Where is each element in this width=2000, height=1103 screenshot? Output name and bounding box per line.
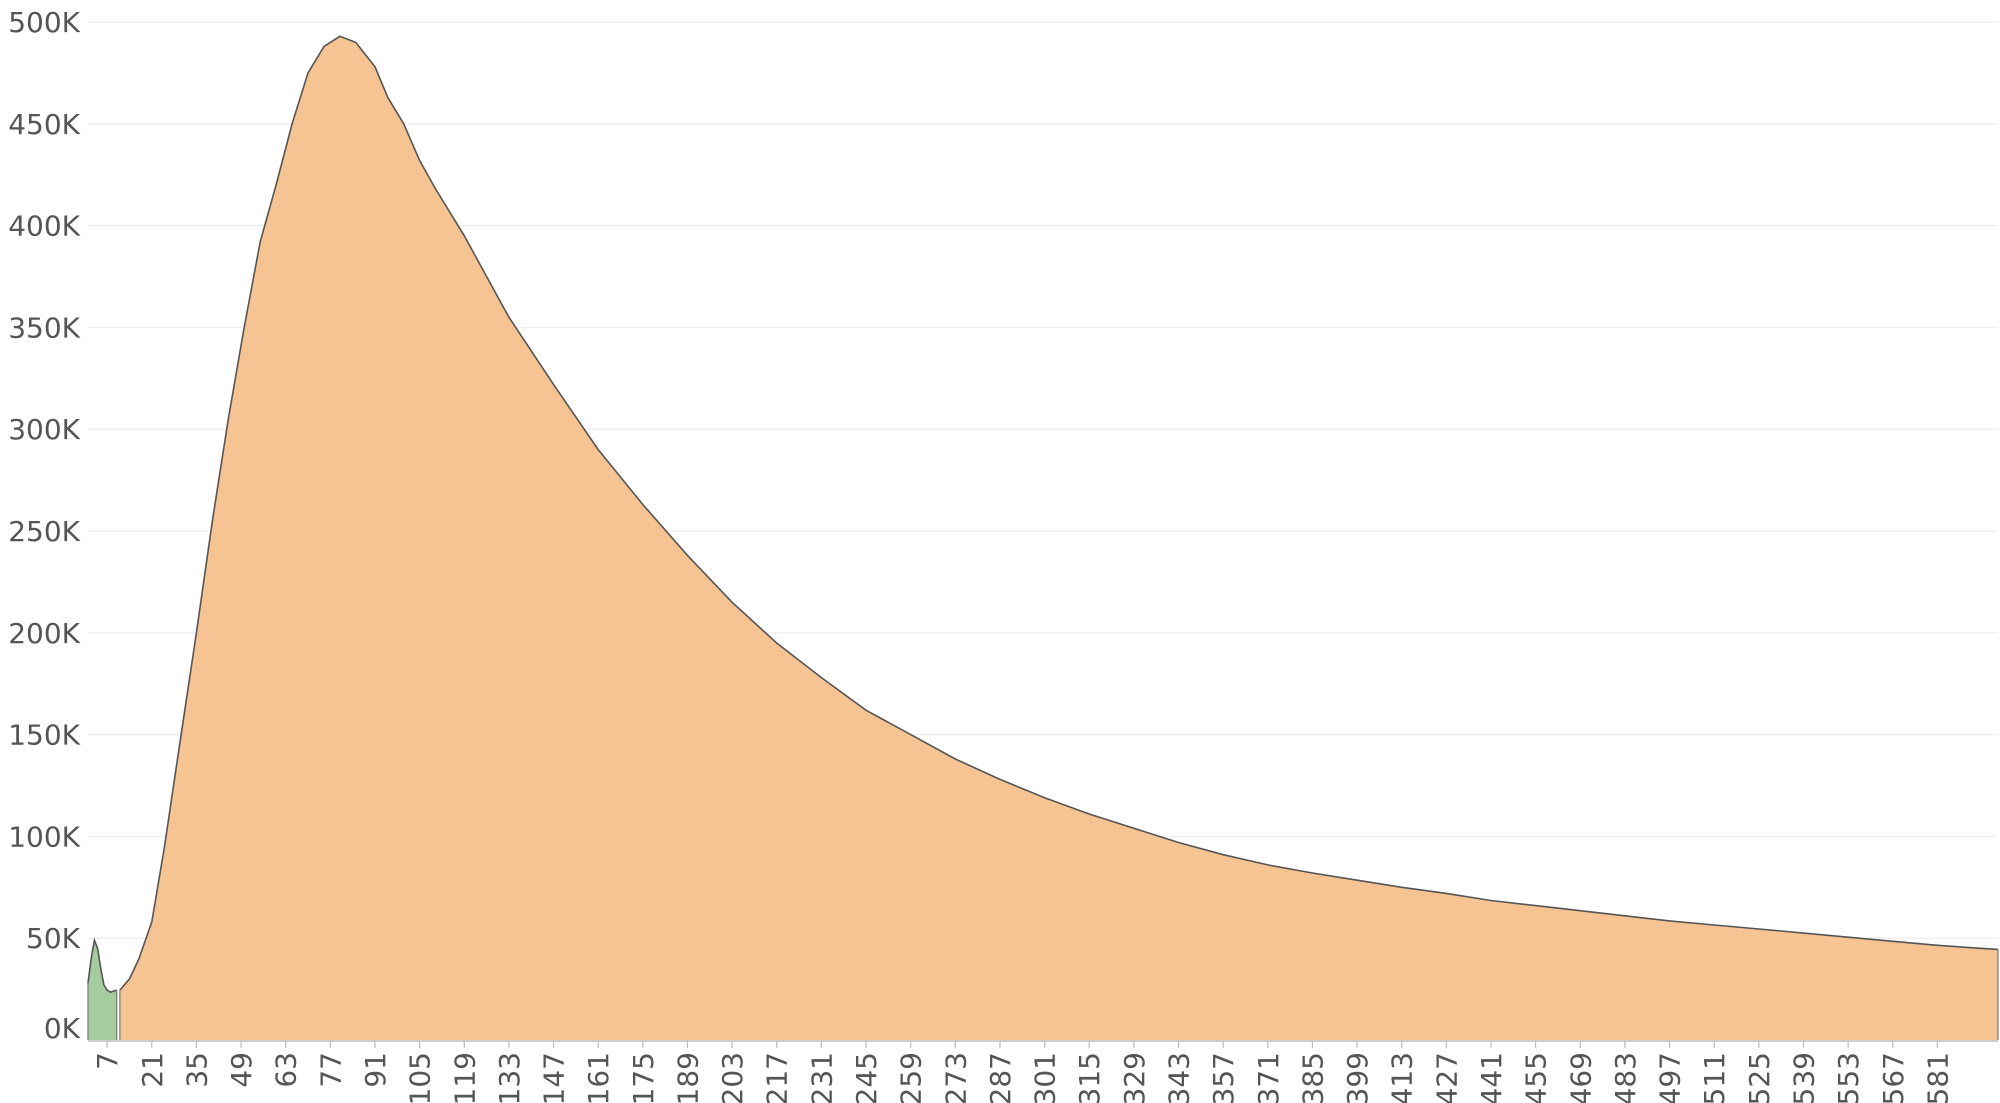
x-tick-label: 343 [1163,1052,1196,1103]
x-tick-label: 497 [1654,1052,1687,1103]
x-tick-label: 441 [1475,1052,1508,1103]
x-tick-label: 553 [1832,1052,1865,1103]
x-tick-label: 161 [582,1052,615,1103]
x-tick-label: 427 [1430,1052,1463,1103]
y-tick-label: 350K [8,311,80,344]
y-tick-label: 450K [8,108,80,141]
x-tick-label: 7 [91,1052,124,1070]
x-tick-label: 21 [136,1052,169,1088]
x-tick-label: 525 [1743,1052,1776,1103]
x-axis: 7 21 35 49 63 77 91 105 119 133 147 161 175 189 203 217… [88,1040,1998,1103]
x-tick-label: 511 [1698,1052,1731,1103]
x-tick-label: 49 [225,1052,258,1088]
x-tick-label: 483 [1609,1052,1642,1103]
x-tick-label: 357 [1207,1052,1240,1103]
x-tick-label: 469 [1564,1052,1597,1103]
y-tick-label: 400K [8,210,80,243]
x-tick-label: 287 [984,1052,1017,1103]
y-axis-ticks: 0K 50K 100K 150K 200K 250K 300K 350K 400K 450K 500… [8,6,80,1045]
x-tick-label: 273 [939,1052,972,1103]
x-tick-label: 301 [1029,1052,1062,1103]
x-tick-label: 203 [716,1052,749,1103]
x-tick-label: 539 [1788,1052,1821,1103]
y-tick-label: 50K [26,922,81,955]
x-tick-label: 91 [359,1052,392,1088]
area-series-1-fill [88,940,117,1040]
x-tick-label: 399 [1341,1052,1374,1103]
x-tick-label: 63 [270,1052,303,1088]
x-tick-label: 245 [850,1052,883,1103]
area-series-2-outline [119,35,1999,991]
x-tick-label: 147 [538,1052,571,1103]
x-tick-label: 315 [1073,1052,1106,1103]
x-tick-label: 413 [1386,1052,1419,1103]
y-tick-label: 250K [8,515,80,548]
x-tick-label: 385 [1296,1052,1329,1103]
x-tick-label: 455 [1520,1052,1553,1103]
x-tick-label: 105 [404,1052,437,1103]
y-tick-label: 300K [8,413,80,446]
area-series-1-outline [87,937,117,994]
x-tick-label: 371 [1252,1052,1285,1103]
area-series-2-fill [119,36,1998,1041]
x-tick-label: 567 [1877,1052,1910,1103]
x-tick-label: 119 [448,1052,481,1103]
area-series [87,35,1999,1041]
x-tick-label: 189 [672,1052,705,1103]
x-tick-label: 231 [805,1052,838,1103]
y-tick-label: 200K [8,617,80,650]
y-tick-label: 500K [8,6,80,39]
x-tick-label: 133 [493,1052,526,1103]
x-tick-label: 581 [1921,1052,1954,1103]
y-tick-label: 0K [44,1012,81,1045]
x-tick-label: 35 [180,1052,213,1088]
y-tick-label: 100K [8,820,80,853]
x-tick-label: 329 [1118,1052,1151,1103]
x-tick-label: 217 [761,1052,794,1103]
x-tick-label: 175 [627,1052,660,1103]
x-tick-label: 259 [895,1052,928,1103]
x-tick-label: 77 [314,1052,347,1088]
y-tick-label: 150K [8,719,80,752]
